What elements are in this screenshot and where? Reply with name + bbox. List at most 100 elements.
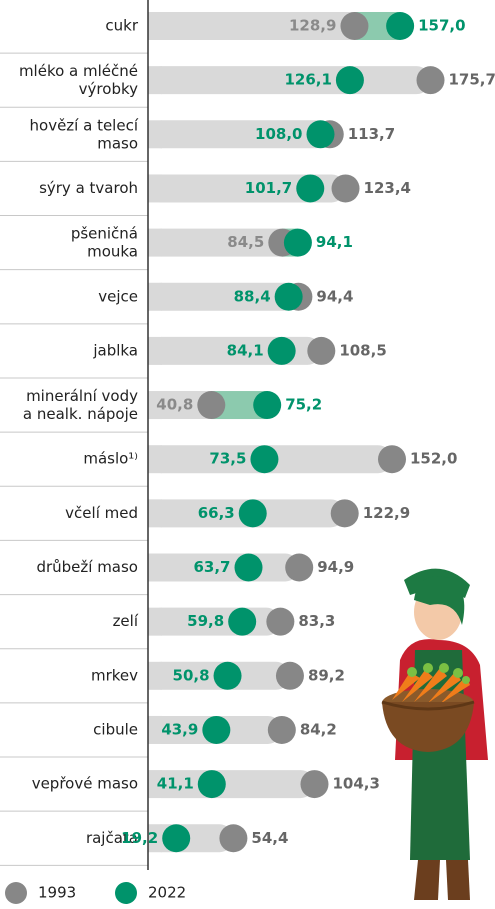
category-label: mléko a mléčné výrobky (19, 62, 138, 98)
value-label: 122,9 (363, 504, 410, 522)
bar-track (148, 120, 330, 149)
dot-2022 (202, 715, 231, 744)
value-label: 19,2 (121, 829, 158, 847)
dot-2022 (238, 499, 267, 528)
bar-track-base (148, 336, 162, 365)
bar-track (148, 770, 315, 799)
bar-track-base (148, 824, 162, 853)
category-label: minerální vody a nealk. nápoje (23, 387, 138, 423)
dot-1993 (307, 336, 336, 365)
bar-track-base (148, 174, 162, 203)
dot-2022 (213, 661, 242, 690)
value-label: 94,9 (317, 558, 354, 576)
value-label: 94,1 (316, 233, 353, 251)
value-label: 104,3 (332, 775, 379, 793)
category-label: drůbeží maso (36, 558, 138, 576)
dot-2022 (306, 120, 335, 149)
bar-track (148, 228, 298, 257)
bar-track (148, 174, 346, 203)
dot-1993 (416, 66, 445, 95)
value-label: 75,2 (285, 396, 322, 414)
category-label: mrkev (91, 666, 138, 684)
category-label: vepřové maso (32, 775, 138, 793)
bar-track-base (148, 499, 162, 528)
bar-track-base (148, 228, 162, 257)
value-label: 59,8 (187, 612, 224, 630)
bar-track-base (148, 661, 162, 690)
dot-2022 (283, 228, 312, 257)
value-label: 89,2 (308, 666, 345, 684)
category-label: jablka (92, 341, 138, 359)
bar-track-base (148, 66, 162, 95)
legend-label: 2022 (148, 884, 186, 902)
value-label: 41,1 (157, 775, 194, 793)
category-label: máslo¹⁾ (83, 450, 138, 468)
dot-2022 (162, 824, 191, 853)
value-label: 84,5 (227, 233, 264, 251)
dot-2022 (197, 770, 226, 799)
bar-track-base (148, 282, 162, 311)
value-label: 152,0 (410, 450, 457, 468)
value-label: 113,7 (348, 125, 395, 143)
value-label: 84,1 (227, 341, 264, 359)
bar-track (148, 553, 300, 582)
dot-2022 (267, 336, 296, 365)
bar-track-base (148, 770, 162, 799)
value-label: 40,8 (156, 396, 193, 414)
value-label: 50,8 (173, 666, 210, 684)
bar-track-base (148, 607, 162, 636)
dot-1993 (340, 12, 369, 40)
value-label: 157,0 (418, 17, 465, 35)
value-label: 43,9 (161, 720, 198, 738)
bar-track-base (148, 391, 162, 420)
dot-1993 (300, 770, 329, 799)
value-label: 123,4 (364, 179, 411, 197)
value-label: 128,9 (289, 17, 336, 35)
dot-1993 (197, 391, 226, 420)
legend-swatch (115, 882, 137, 904)
dot-2022 (335, 66, 364, 95)
category-label: vejce (98, 287, 138, 305)
bar-track-base (148, 120, 162, 149)
category-label: rajčata (86, 829, 138, 847)
bar-track-base (148, 445, 162, 474)
value-label: 63,7 (193, 558, 230, 576)
value-label: 54,4 (251, 829, 288, 847)
dot-2022 (274, 282, 303, 311)
value-label: 83,3 (298, 612, 335, 630)
value-label: 108,0 (255, 125, 302, 143)
legend-label: 1993 (38, 884, 76, 902)
value-label: 101,7 (245, 179, 292, 197)
value-label: 175,7 (449, 71, 495, 89)
dot-1993 (285, 553, 314, 582)
dot-1993 (330, 499, 359, 528)
value-label: 84,2 (300, 720, 337, 738)
dot-1993 (266, 607, 295, 636)
value-label: 73,5 (209, 450, 246, 468)
dot-2022 (296, 174, 325, 203)
category-label: cibule (93, 720, 138, 738)
dot-2022 (253, 391, 282, 420)
dot-2022 (386, 12, 415, 40)
dot-1993 (219, 824, 248, 853)
value-label: 108,5 (339, 341, 386, 359)
legend-swatch (5, 882, 27, 904)
bar-track-base (148, 553, 162, 582)
value-label: 66,3 (198, 504, 235, 522)
bar-track-base (148, 12, 162, 40)
dot-1993 (331, 174, 360, 203)
category-label: včelí med (65, 504, 138, 522)
bar-track (148, 282, 299, 311)
category-label: hovězí a telecí maso (30, 116, 139, 152)
dot-1993 (275, 661, 304, 690)
bar-track-base (148, 715, 162, 744)
farmer-illustration (381, 568, 488, 900)
bar-track (148, 12, 401, 40)
dot-2022 (234, 553, 263, 582)
dot-2022 (228, 607, 257, 636)
value-label: 126,1 (284, 71, 331, 89)
value-label: 88,4 (234, 287, 271, 305)
dot-1993 (378, 445, 406, 474)
category-label: zelí (113, 612, 139, 630)
